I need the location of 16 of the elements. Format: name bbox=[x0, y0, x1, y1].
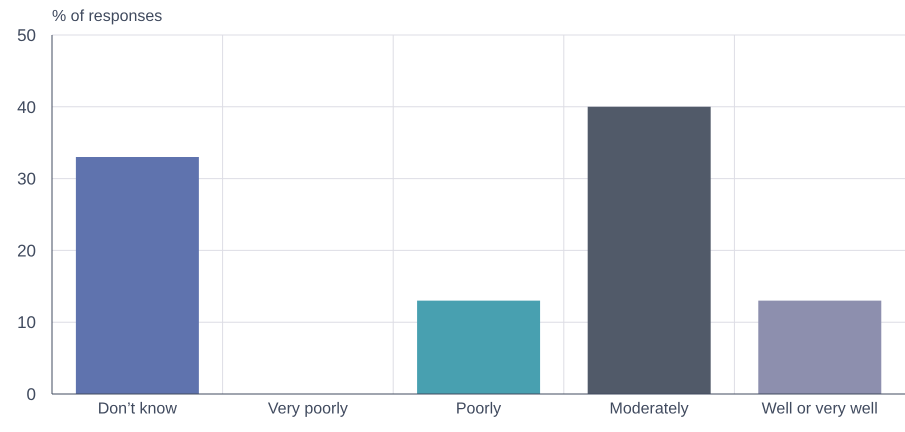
y-tick-label: 10 bbox=[17, 313, 36, 332]
y-axis-title: % of responses bbox=[52, 8, 162, 26]
x-tick-label: Poorly bbox=[456, 400, 502, 418]
x-tick-label: Moderately bbox=[610, 400, 689, 418]
y-tick-label: 50 bbox=[17, 26, 36, 46]
x-tick-label: Very poorly bbox=[268, 400, 348, 418]
bar bbox=[76, 157, 199, 394]
y-tick-label: 20 bbox=[17, 241, 36, 260]
bar bbox=[588, 106, 711, 394]
x-tick-label: Don’t know bbox=[98, 400, 178, 418]
bar bbox=[758, 300, 882, 394]
y-tick-label: 0 bbox=[26, 385, 36, 404]
y-tick-label: 40 bbox=[17, 98, 36, 117]
bar bbox=[417, 300, 540, 394]
y-tick-label: 30 bbox=[17, 170, 36, 189]
x-tick-label: Well or very well bbox=[762, 400, 878, 418]
